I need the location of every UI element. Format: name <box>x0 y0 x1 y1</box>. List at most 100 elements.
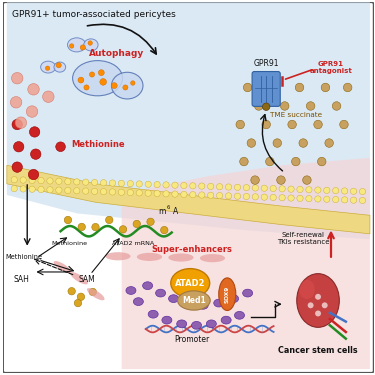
Circle shape <box>247 139 256 147</box>
Circle shape <box>270 185 276 192</box>
Circle shape <box>199 183 205 189</box>
Circle shape <box>84 85 89 90</box>
Circle shape <box>350 197 357 203</box>
Circle shape <box>82 188 89 194</box>
Circle shape <box>306 102 315 110</box>
Circle shape <box>288 195 294 201</box>
Text: m: m <box>158 207 165 216</box>
Ellipse shape <box>214 299 224 307</box>
Circle shape <box>269 83 278 92</box>
Circle shape <box>280 102 289 110</box>
Circle shape <box>321 83 330 92</box>
Circle shape <box>288 186 294 192</box>
Circle shape <box>277 176 285 184</box>
Ellipse shape <box>68 38 86 52</box>
FancyBboxPatch shape <box>3 2 374 373</box>
Text: Super-enhancers: Super-enhancers <box>152 245 232 254</box>
Ellipse shape <box>70 272 88 284</box>
Circle shape <box>12 119 22 130</box>
Circle shape <box>90 72 94 77</box>
Circle shape <box>325 139 333 147</box>
Text: TME succinate: TME succinate <box>270 112 322 118</box>
Ellipse shape <box>87 288 105 300</box>
Circle shape <box>127 180 134 187</box>
Circle shape <box>78 223 86 231</box>
Circle shape <box>20 177 26 183</box>
Circle shape <box>190 183 196 189</box>
Circle shape <box>147 218 154 225</box>
Circle shape <box>342 188 348 194</box>
Circle shape <box>92 179 98 186</box>
Circle shape <box>20 186 26 192</box>
Text: Promoter: Promoter <box>174 335 210 344</box>
Text: GPR91: GPR91 <box>254 59 279 68</box>
Circle shape <box>243 83 252 92</box>
Circle shape <box>64 178 71 185</box>
Circle shape <box>74 299 82 307</box>
Circle shape <box>308 302 314 308</box>
Text: Med1: Med1 <box>182 296 206 305</box>
Circle shape <box>28 84 39 95</box>
Circle shape <box>56 178 62 184</box>
Ellipse shape <box>297 274 339 327</box>
Circle shape <box>11 177 17 183</box>
Circle shape <box>136 190 142 196</box>
Circle shape <box>314 120 322 129</box>
Circle shape <box>340 120 348 129</box>
Circle shape <box>160 226 168 234</box>
Circle shape <box>127 189 134 196</box>
Text: SAM: SAM <box>78 274 95 284</box>
Circle shape <box>333 188 339 194</box>
Ellipse shape <box>178 291 210 310</box>
Circle shape <box>240 157 248 166</box>
Circle shape <box>130 81 135 85</box>
Circle shape <box>10 96 22 108</box>
Circle shape <box>181 191 187 198</box>
Circle shape <box>315 294 321 300</box>
Circle shape <box>56 187 62 193</box>
Circle shape <box>38 186 44 193</box>
Circle shape <box>29 127 40 137</box>
Circle shape <box>234 193 241 200</box>
Circle shape <box>118 189 124 195</box>
Circle shape <box>234 184 241 190</box>
Circle shape <box>288 120 296 129</box>
Circle shape <box>12 162 22 172</box>
Polygon shape <box>7 165 370 234</box>
Ellipse shape <box>168 254 194 262</box>
Ellipse shape <box>148 310 158 318</box>
Circle shape <box>43 91 54 102</box>
Ellipse shape <box>137 253 162 261</box>
Ellipse shape <box>198 302 208 309</box>
Ellipse shape <box>192 321 201 329</box>
Circle shape <box>255 102 263 110</box>
Circle shape <box>333 196 339 203</box>
Circle shape <box>163 190 169 197</box>
Circle shape <box>82 179 89 185</box>
Ellipse shape <box>221 316 231 324</box>
Circle shape <box>252 194 258 200</box>
Text: GPR91
antagonist: GPR91 antagonist <box>310 61 352 74</box>
Circle shape <box>262 120 270 129</box>
Circle shape <box>56 142 65 152</box>
Circle shape <box>291 157 300 166</box>
Circle shape <box>100 180 107 186</box>
Circle shape <box>243 184 250 191</box>
Circle shape <box>11 186 17 192</box>
Circle shape <box>279 195 285 201</box>
Circle shape <box>199 192 205 198</box>
Circle shape <box>29 186 35 192</box>
Circle shape <box>15 117 27 128</box>
Circle shape <box>110 180 116 186</box>
Circle shape <box>315 310 321 316</box>
Text: ATAD2: ATAD2 <box>175 279 206 288</box>
Ellipse shape <box>73 61 123 96</box>
Ellipse shape <box>134 298 143 306</box>
Circle shape <box>279 186 285 192</box>
Circle shape <box>29 177 35 183</box>
Circle shape <box>344 83 352 92</box>
Circle shape <box>145 190 152 196</box>
Circle shape <box>92 188 98 195</box>
Ellipse shape <box>126 286 136 294</box>
Circle shape <box>315 187 321 193</box>
